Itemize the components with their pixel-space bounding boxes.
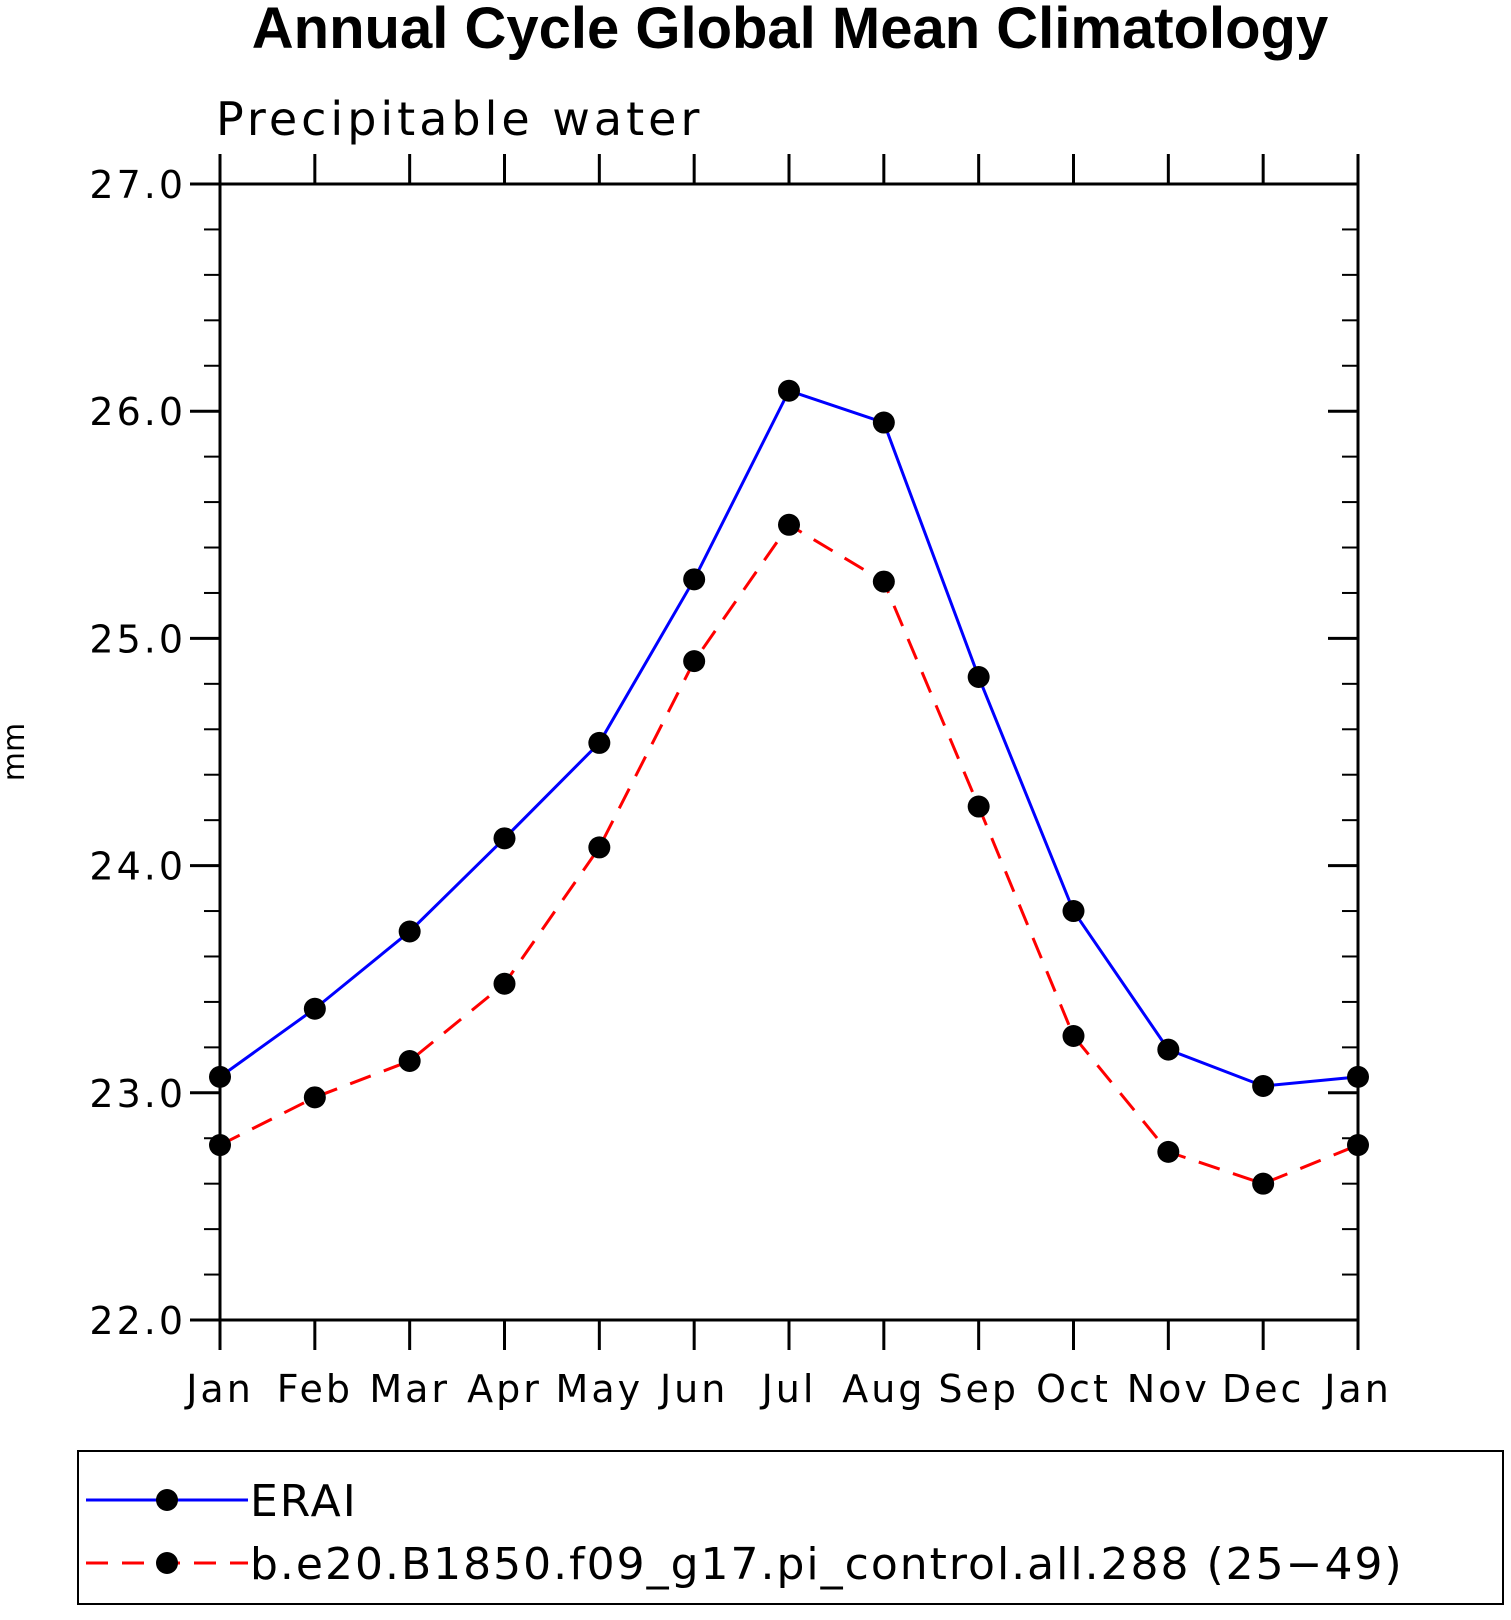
- x-tick-label: Nov: [1127, 1367, 1210, 1411]
- x-tick-label: May: [556, 1367, 644, 1411]
- data-point-series-2: [1252, 1172, 1275, 1195]
- data-point-series-1: [683, 568, 706, 591]
- data-point-series-2: [209, 1134, 231, 1157]
- series-layer: [209, 379, 1369, 1195]
- data-point-series-1: [1347, 1065, 1369, 1088]
- legend: ERAI b.e20.B1850.f09_g17.pi_control.all.2…: [86, 1476, 1404, 1590]
- x-tick-label: Jan: [184, 1367, 254, 1411]
- data-point-series-2: [1347, 1134, 1369, 1157]
- data-point-series-2: [1062, 1025, 1085, 1047]
- y-tick-label: 25.0: [89, 617, 186, 661]
- x-tick-label: Sep: [938, 1367, 1019, 1411]
- data-point-series-1: [588, 731, 611, 754]
- y-tick-label: 23.0: [89, 1072, 186, 1116]
- data-point-series-1: [209, 1065, 231, 1088]
- data-point-series-2: [493, 972, 516, 995]
- legend-marker-2: [156, 1552, 178, 1574]
- data-point-series-1: [303, 997, 326, 1020]
- data-point-series-1: [967, 666, 990, 689]
- data-point-series-1: [872, 411, 895, 434]
- y-tick-label: 24.0: [89, 845, 186, 889]
- x-tick-label: Dec: [1222, 1367, 1305, 1411]
- data-point-series-1: [778, 379, 800, 402]
- legend-box: [77, 1450, 1504, 1605]
- series-line-1: [219, 388, 1359, 1088]
- data-point-series-2: [872, 570, 895, 593]
- legend-label-1: ERAI: [250, 1476, 358, 1527]
- x-tick-label: Aug: [842, 1367, 925, 1411]
- x-tick-label: Apr: [467, 1367, 542, 1411]
- legend-label-2: b.e20.B1850.f09_g17.pi_control.all.288 (…: [250, 1539, 1404, 1590]
- plot-frame: [218, 182, 1360, 1322]
- data-point-series-1: [1252, 1074, 1275, 1097]
- data-point-series-1: [493, 827, 516, 850]
- data-point-series-2: [778, 513, 800, 536]
- x-tick-label: Jun: [658, 1367, 728, 1411]
- x-tick-label: Jan: [1322, 1367, 1392, 1411]
- y-tick-label: 27.0: [89, 163, 186, 207]
- chart-subtitle: Precipitable water: [216, 92, 703, 146]
- data-point-series-1: [398, 920, 421, 943]
- y-axis-title: mm: [0, 723, 32, 781]
- data-point-series-2: [303, 1086, 326, 1109]
- chart-title: Annual Cycle Global Mean Climatology: [252, 0, 1328, 61]
- data-point-series-2: [1157, 1140, 1180, 1163]
- data-point-series-2: [967, 795, 990, 818]
- data-point-series-1: [1062, 900, 1085, 923]
- data-point-series-2: [588, 836, 611, 859]
- x-tick-label: Jul: [760, 1367, 817, 1411]
- y-tick-label: 22.0: [89, 1299, 186, 1343]
- data-point-series-2: [683, 650, 706, 673]
- x-tick-label: Mar: [369, 1367, 450, 1411]
- x-tick-label: Feb: [277, 1367, 353, 1411]
- x-tick-label: Oct: [1036, 1367, 1111, 1411]
- data-point-series-2: [398, 1049, 421, 1072]
- series-line-2: [219, 522, 1359, 1186]
- axes-layer: Jan Feb Mar Apr May Jun Jul Aug Sep Oct Nov Dec Jan 2…: [89, 154, 1392, 1411]
- legend-marker-1: [156, 1489, 178, 1511]
- y-tick-label: 26.0: [89, 390, 186, 434]
- data-point-series-1: [1157, 1038, 1180, 1061]
